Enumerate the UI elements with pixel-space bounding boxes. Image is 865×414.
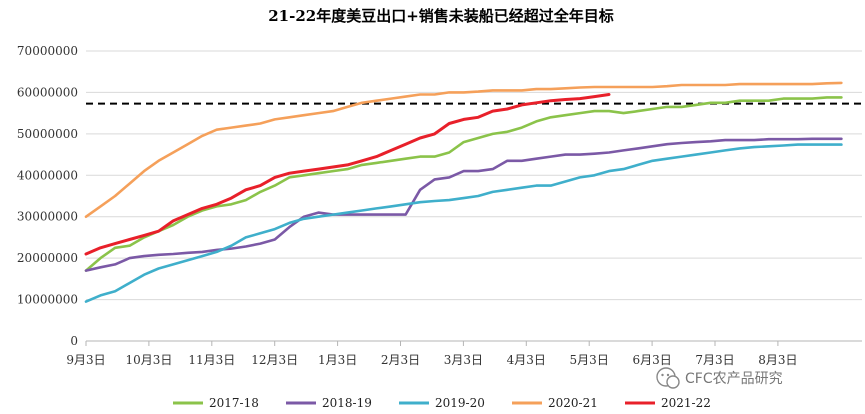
- y-tick-label: 40000000: [17, 168, 78, 182]
- wechat-icon: [656, 367, 680, 389]
- x-axis: 9月3日 10月3日 11月3日 12月3日 1月3日 2月3日 3月3日 4月3日 5月3日 6…: [66, 341, 798, 367]
- series-lines: [84, 81, 843, 303]
- x-tick-label: 8月3日: [758, 353, 797, 367]
- legend-label: 2018-19: [322, 396, 372, 410]
- series-line-2018-19: [84, 137, 843, 272]
- y-tick-label: 0: [70, 334, 78, 348]
- series-line-2017-18: [84, 96, 843, 272]
- legend-label: 2017-18: [209, 396, 259, 410]
- x-tick-label: 6月3日: [632, 353, 671, 367]
- x-tick-label: 2月3日: [381, 353, 420, 367]
- chart-title: 21-22年度美豆出口+销售未装船已经超过全年目标: [268, 7, 614, 25]
- x-tick-label: 7月3日: [695, 353, 734, 367]
- x-tick-label: 12月3日: [251, 353, 298, 367]
- series-line-2021-22: [84, 93, 611, 256]
- watermark: CFC农产品研究: [656, 367, 783, 389]
- legend-label: 2019-20: [435, 396, 485, 410]
- x-tick-label: 4月3日: [507, 353, 546, 367]
- series-line-2019-20: [84, 143, 843, 303]
- series-line-2020-21: [84, 81, 843, 218]
- y-tick-label: 50000000: [17, 127, 78, 141]
- x-tick-label: 3月3日: [444, 353, 483, 367]
- x-tick-label: 1月3日: [318, 353, 357, 367]
- x-tick-label: 11月3日: [188, 353, 235, 367]
- y-tick-label: 30000000: [17, 210, 78, 224]
- x-tick-label: 9月3日: [66, 353, 105, 367]
- y-tick-label: 70000000: [17, 44, 78, 58]
- y-axis: 0 10000000 20000000 30000000 40000000 5000000…: [17, 44, 78, 348]
- x-tick-label: 5月3日: [570, 353, 609, 367]
- watermark-text: CFC农产品研究: [685, 371, 783, 387]
- x-tick-label: 10月3日: [125, 353, 172, 367]
- y-tick-label: 20000000: [17, 251, 78, 265]
- legend: 2017-18 2018-19 2019-20 2020-21 2021-22: [173, 396, 711, 410]
- legend-label: 2021-22: [661, 396, 711, 410]
- legend-label: 2020-21: [548, 396, 598, 410]
- y-tick-label: 10000000: [17, 293, 78, 307]
- grid: [86, 50, 862, 342]
- y-tick-label: 60000000: [17, 85, 78, 99]
